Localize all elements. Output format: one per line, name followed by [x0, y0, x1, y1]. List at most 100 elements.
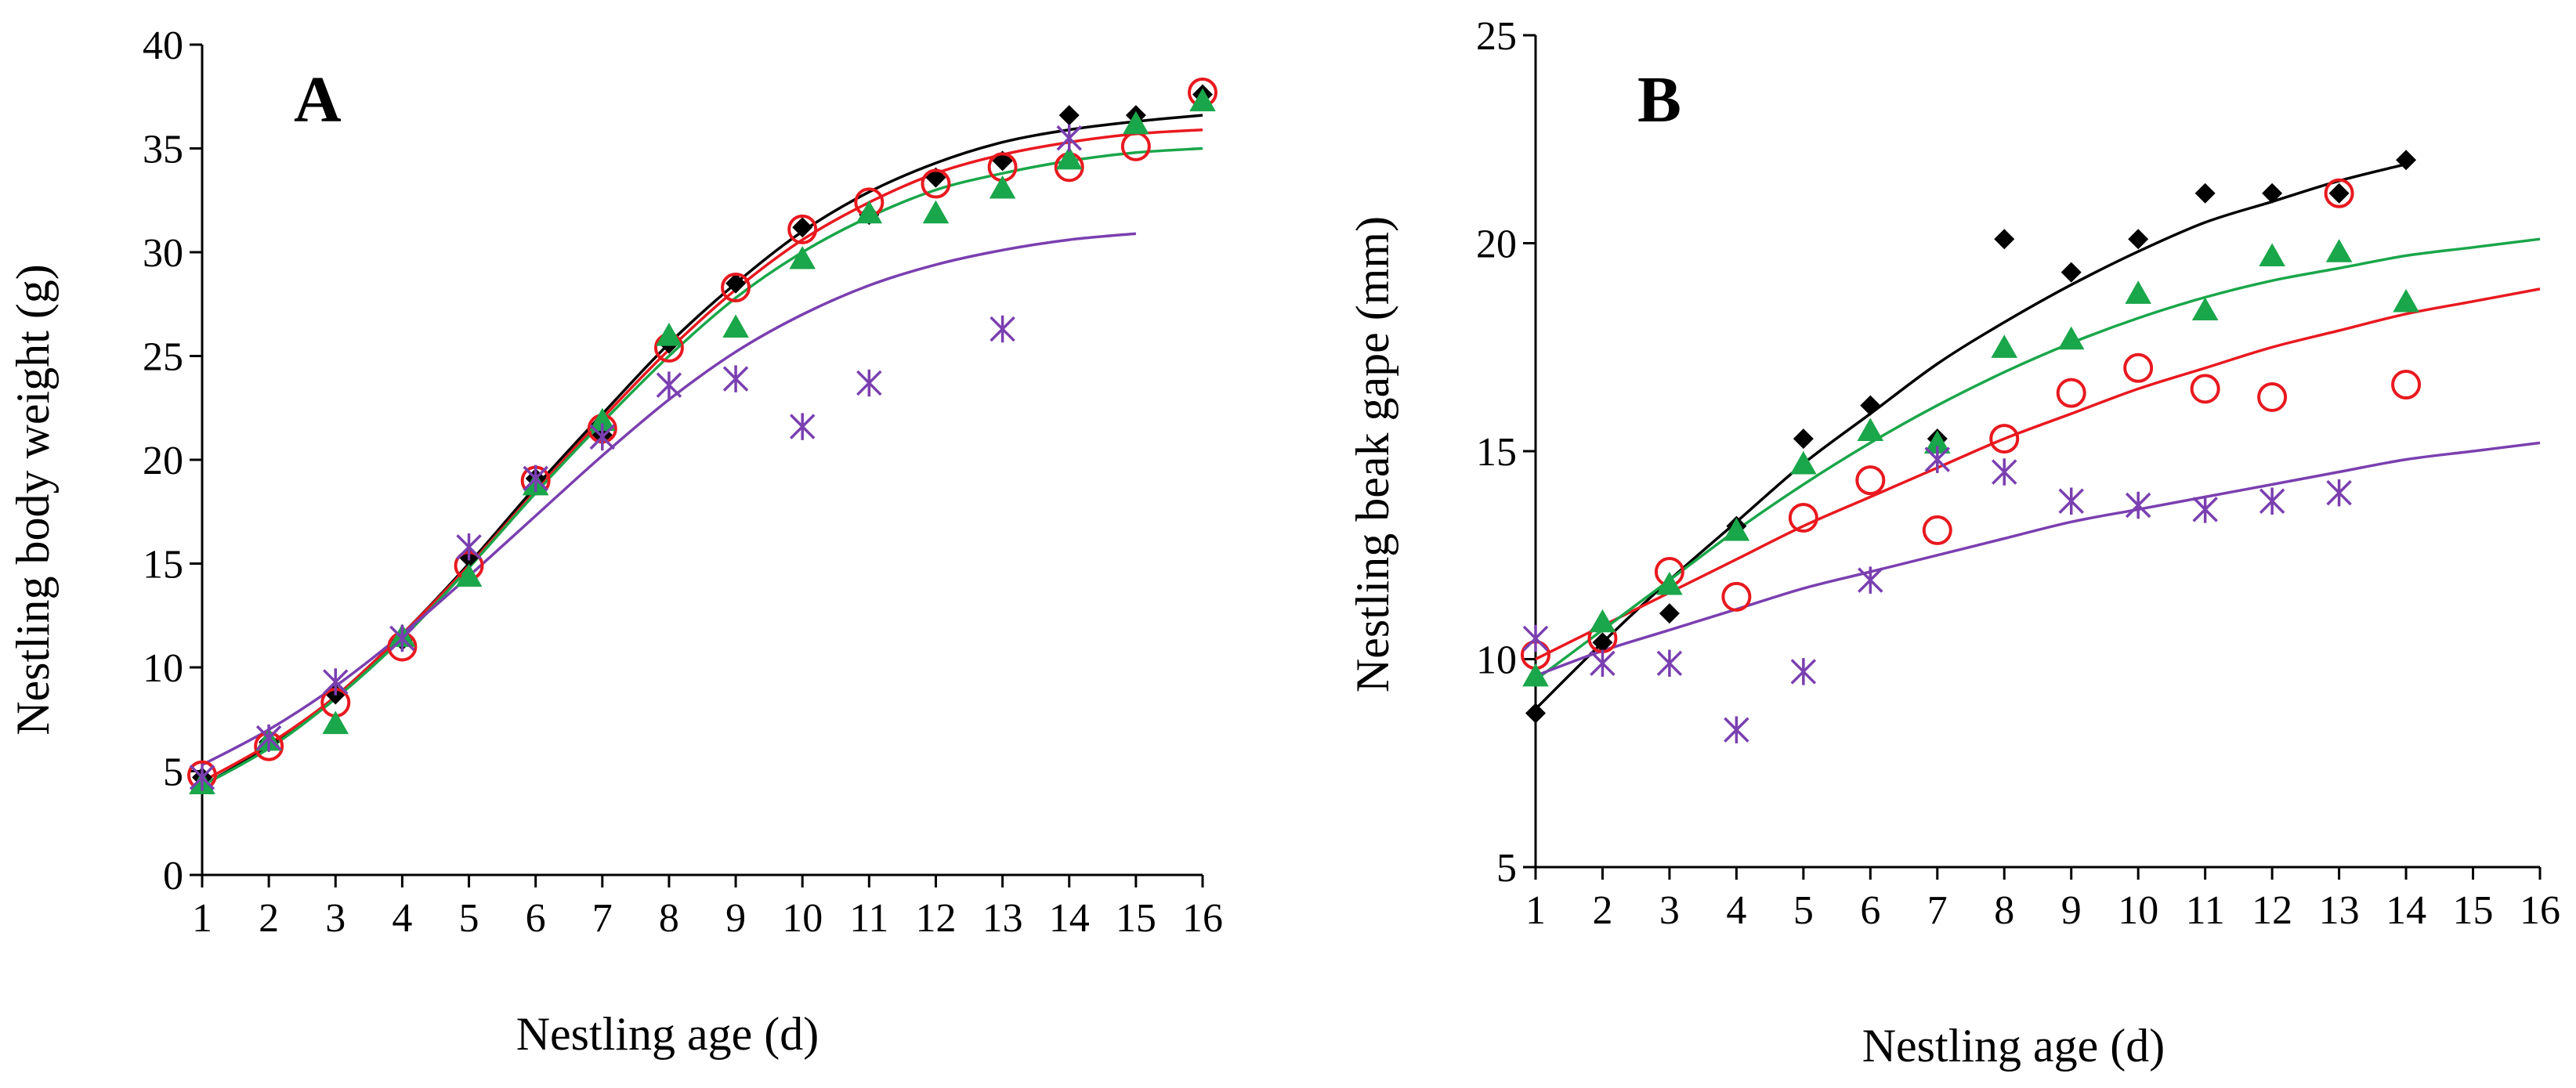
panel-a-purple-point	[323, 668, 349, 696]
panel-a-green-point	[722, 314, 749, 338]
panel-b-x-axis-title: Nestling age (d)	[1862, 1020, 2165, 1072]
panel-b-green-point	[2325, 239, 2353, 262]
panel-a-red-point	[721, 273, 751, 303]
panel-b-x-tick-label: 4	[1726, 888, 1746, 933]
panel-a-x-tick-label: 7	[592, 896, 613, 941]
panel-a-x-tick-label: 12	[915, 896, 956, 941]
panel-b-green-point	[1857, 417, 1884, 442]
panel-b-red-point	[1922, 515, 1952, 545]
panel-a-purple-point	[389, 624, 415, 652]
panel-a-y-tick-label: 25	[143, 335, 183, 380]
panel-b-purple-point	[1992, 458, 2017, 486]
panel-b-purple-point	[2192, 496, 2218, 523]
panel-b-x-tick-label: 9	[2061, 888, 2082, 933]
panel-b-green-point	[1522, 663, 1549, 687]
panel-b-black-point	[1592, 632, 1613, 653]
panel-b-x-tick-label: 14	[2386, 888, 2426, 933]
panel-b-red-point	[1721, 581, 1752, 612]
panel-b-black-point	[2396, 150, 2417, 171]
panel-b-red-point	[2190, 374, 2220, 404]
panel-b-purple-point	[2058, 487, 2084, 515]
panel-b-black-point	[1860, 395, 1881, 416]
panel-a-x-tick-label: 11	[849, 896, 888, 941]
panel-b-black-point	[2262, 183, 2283, 204]
panel-a-black-point	[1058, 105, 1080, 126]
panel-a-x-tick-label: 1	[192, 896, 212, 941]
panel-a-green-fit-curve	[201, 146, 1203, 787]
panel-b-y-tick-label: 20	[1476, 222, 1517, 267]
panel-a-y-tick-label: 5	[163, 750, 183, 795]
panel-b-x-tick-label: 7	[1927, 888, 1948, 933]
panel-b-red-point	[2257, 381, 2288, 412]
panel-b-x-tick-label: 15	[2453, 888, 2494, 933]
panel-a-green-point	[1123, 110, 1149, 135]
panel-a-green-point	[1189, 88, 1216, 112]
panel-b-green-point	[2057, 326, 2085, 350]
panel-a-purple-point	[456, 533, 482, 561]
panel-a-red-point	[787, 214, 818, 244]
panel-a-green-point	[989, 175, 1016, 199]
panel-a-purple-point	[523, 464, 548, 493]
panel-a-x-tick-label: 6	[526, 896, 546, 941]
panel-b-red-point	[2391, 370, 2422, 400]
panel-b-x-tick-label: 16	[2520, 888, 2560, 933]
panel-a-x-tick-label: 4	[392, 896, 412, 941]
panel-b-black-point	[1659, 603, 1680, 624]
panel-b-green-point	[1723, 517, 1750, 541]
panel-a-green-point	[1055, 146, 1083, 170]
panel-b-x-tick-label: 5	[1793, 888, 1814, 933]
panel-a-green-point	[589, 407, 616, 432]
panel-b-red-point	[1855, 465, 1886, 496]
panel-a-x-tick-label: 3	[325, 896, 346, 941]
panel-b-x-tick-label: 3	[1659, 888, 1680, 933]
panel-b-green-point	[1656, 571, 1683, 595]
panel-b-green-fit-curve	[1534, 237, 2541, 681]
panel-a-x-axis-title: Nestling age (d)	[516, 1008, 819, 1060]
panel-b-red-point	[2324, 178, 2354, 208]
panel-b-y-tick-label: 25	[1476, 14, 1517, 59]
panel-a-y-axis-title: Nestling body weight (g)	[7, 264, 59, 736]
panel-a-green-point	[856, 200, 883, 224]
panel-a-purple-point	[789, 413, 816, 440]
panel-a-green-point	[322, 710, 349, 735]
panel-b-green-point	[1790, 450, 1817, 475]
panel-a-x-tick-label: 8	[659, 896, 679, 941]
panel-a-purple-point	[656, 371, 682, 399]
panel-a-x-tick-label: 2	[259, 896, 279, 941]
panel-a-purple-point	[856, 369, 882, 397]
panel-a-y-tick-label: 10	[143, 646, 183, 691]
panel-b-black-point	[2060, 262, 2082, 283]
panel-a-black-point	[725, 273, 747, 294]
panel-b-black-point	[2194, 183, 2216, 204]
panel-a-purple-point	[255, 724, 282, 752]
panel-b-purple-point	[1590, 649, 1615, 678]
panel-b-black-point	[1525, 703, 1546, 724]
panel-b-purple-point	[1724, 716, 1749, 744]
panel-a-x-tick-label: 5	[459, 896, 479, 941]
panel-a-x-tick-label: 15	[1116, 896, 1156, 941]
panel-b-green-point	[2259, 243, 2285, 267]
panel-b-letter: B	[1637, 63, 1681, 136]
panel-a-purple-point	[722, 365, 749, 392]
panel-b-red-point	[1989, 424, 2020, 454]
panel-a-x-tick-label: 14	[1049, 896, 1090, 941]
panel-b-green-point	[2191, 297, 2219, 321]
panel-b-x-tick-label: 6	[1860, 888, 1880, 933]
panel-a-purple-fit-curve	[201, 232, 1137, 767]
panel-b-green-point	[1924, 430, 1951, 454]
panel-b-y-tick-label: 10	[1476, 638, 1517, 683]
panel-a-x-tick-label: 9	[725, 896, 746, 941]
panel-b-y-axis-title: Nestling beak gape (mm)	[1347, 216, 1398, 692]
panel-b-x-tick-label: 1	[1525, 888, 1546, 933]
panel-b-y-tick-label: 15	[1476, 430, 1517, 475]
panel-a-green-point	[455, 563, 483, 587]
panel-b-x-tick-label: 2	[1592, 888, 1612, 933]
panel-a-purple-point	[990, 315, 1015, 343]
panel-a-green-point	[656, 323, 682, 346]
panel-b-red-point	[2056, 378, 2086, 408]
panel-b-purple-point	[2326, 479, 2352, 507]
panel-a-black-point	[792, 217, 813, 238]
panel-b-black-fit-curve	[1534, 162, 2407, 710]
panel-a-y-tick-label: 20	[143, 439, 183, 483]
panel-a-x-tick-label: 10	[782, 896, 823, 941]
